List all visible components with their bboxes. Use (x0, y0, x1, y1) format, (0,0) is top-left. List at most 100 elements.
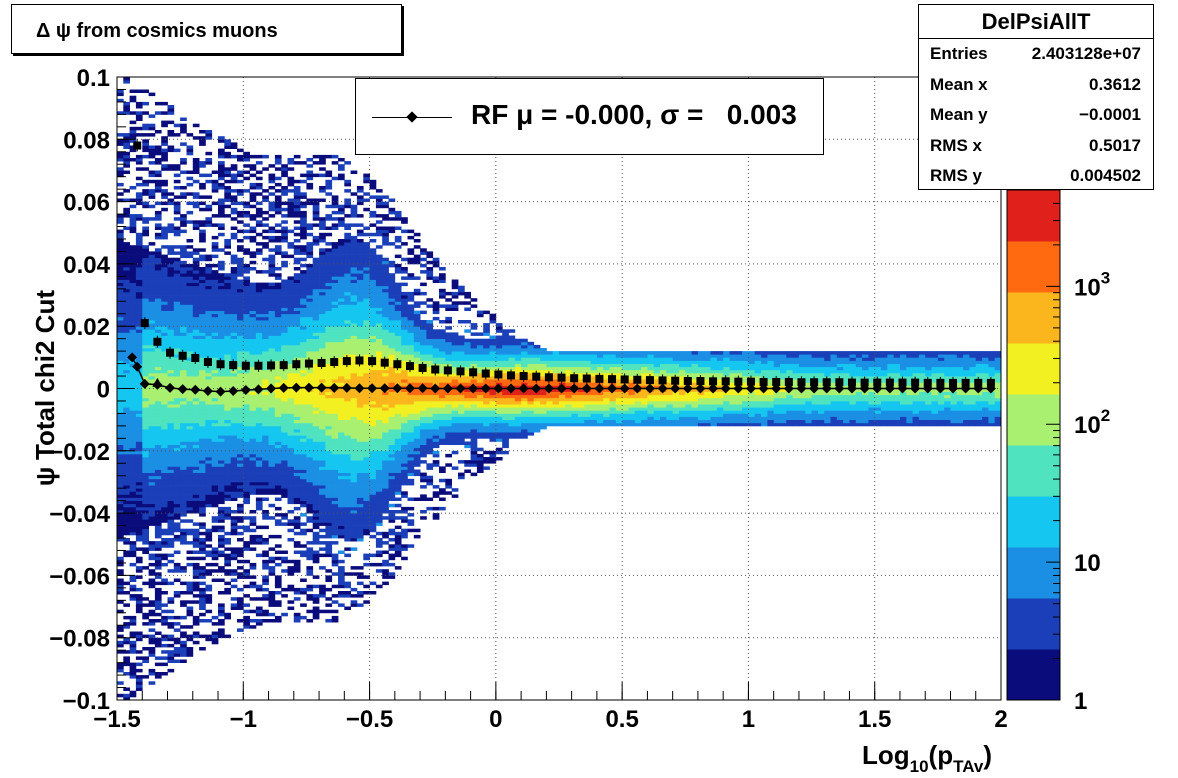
heatmap-cell (218, 429, 225, 433)
heatmap-cell (319, 341, 326, 346)
heatmap-cell (129, 634, 137, 639)
heatmap-cell (205, 404, 213, 408)
heatmap-cell (319, 413, 326, 417)
heatmap-cell (161, 136, 168, 140)
heatmap-cell (192, 566, 200, 570)
heatmap-cell (218, 267, 225, 271)
heatmap-cell (230, 198, 238, 202)
heatmap-cell (331, 438, 339, 442)
heatmap-cell (237, 344, 244, 349)
heatmap-cell (356, 478, 364, 483)
heatmap-cell (237, 267, 244, 271)
heatmap-cell (243, 469, 250, 473)
heatmap-cell (148, 640, 156, 645)
heatmap-cell (287, 354, 295, 358)
heatmap-cell (218, 488, 225, 492)
heatmap-cell (173, 376, 181, 380)
heatmap-cell (199, 270, 206, 274)
heatmap-cell (382, 575, 389, 579)
heatmap-cell (211, 416, 219, 420)
heatmap-cell (192, 201, 200, 206)
heatmap-cell (218, 307, 225, 311)
heatmap-cell (319, 295, 326, 299)
heatmap-cell (300, 413, 307, 417)
heatmap-cell (262, 422, 269, 427)
heatmap-cell (117, 248, 124, 252)
heatmap-cell (154, 528, 162, 533)
heatmap-cell (230, 522, 238, 526)
heatmap-cell (287, 189, 295, 193)
heatmap-cell (344, 310, 351, 315)
heatmap-cell (154, 288, 162, 293)
heatmap-cell (300, 298, 307, 302)
heatmap-cell (369, 510, 377, 514)
heatmap-cell (363, 460, 370, 464)
heatmap-cell (350, 242, 358, 246)
heatmap-cell (331, 372, 339, 377)
heatmap-cell (211, 500, 219, 505)
heatmap-cell (192, 594, 200, 598)
heatmap-cell (312, 161, 320, 165)
heatmap-cell (186, 472, 194, 477)
heatmap-cell (135, 235, 143, 240)
heatmap-cell (306, 494, 314, 498)
heatmap-cell (338, 463, 345, 467)
heatmap-cell (199, 372, 206, 377)
heatmap-cell (161, 354, 168, 358)
heatmap-cell (117, 89, 124, 93)
heatmap-cell (375, 538, 383, 542)
heatmap-cell (363, 291, 370, 296)
heatmap-cell (274, 369, 282, 374)
heatmap-cell (167, 413, 175, 417)
heatmap-cell (356, 419, 364, 424)
heatmap-cell (199, 494, 206, 498)
heatmap-cell (192, 538, 200, 542)
heatmap-cell (129, 662, 137, 667)
heatmap-cell (300, 348, 307, 352)
heatmap-cell (293, 301, 301, 305)
heatmap-cell (173, 591, 181, 595)
heatmap-cell (325, 491, 333, 495)
heatmap-cell (154, 575, 162, 579)
heatmap-cell (199, 369, 206, 374)
heatmap-cell (129, 301, 137, 305)
heatmap-cell (123, 500, 130, 505)
heatmap-cell (205, 301, 213, 305)
heatmap-cell (199, 351, 206, 355)
heatmap-cell (274, 481, 282, 486)
heatmap-cell (154, 675, 162, 679)
heatmap-cell (218, 301, 225, 305)
heatmap-cell (167, 528, 175, 533)
heatmap-cell (338, 279, 345, 283)
heatmap-cell (293, 453, 301, 458)
heatmap-cell (325, 429, 333, 433)
heatmap-cell (154, 179, 162, 184)
heatmap-cell (237, 310, 244, 315)
heatmap-cell (148, 600, 156, 604)
heatmap-cell (243, 422, 250, 427)
heatmap-cell (312, 478, 320, 483)
heatmap-cell (211, 634, 219, 639)
heatmap-cell (287, 329, 295, 333)
heatmap-cell (255, 410, 263, 414)
heatmap-cell (331, 475, 339, 480)
heatmap-cell (293, 522, 301, 526)
heatmap-cell (274, 584, 282, 589)
heatmap-cell (356, 307, 364, 311)
heatmap-cell (262, 257, 269, 262)
heatmap-cell (331, 195, 339, 199)
heatmap-cell (255, 488, 263, 492)
heatmap-cell (325, 391, 333, 396)
heatmap-cell (350, 192, 358, 196)
heatmap-cell (268, 481, 276, 486)
heatmap-cell (192, 622, 200, 626)
heatmap-cell (293, 282, 301, 287)
heatmap-cell (338, 413, 345, 417)
heatmap-cell (161, 619, 168, 623)
heatmap-cell (338, 335, 345, 339)
heatmap-cell (249, 457, 257, 461)
heatmap-cell (224, 288, 231, 293)
heatmap-cell (199, 164, 206, 168)
heatmap-cell (350, 295, 358, 299)
heatmap-cell (129, 553, 137, 558)
